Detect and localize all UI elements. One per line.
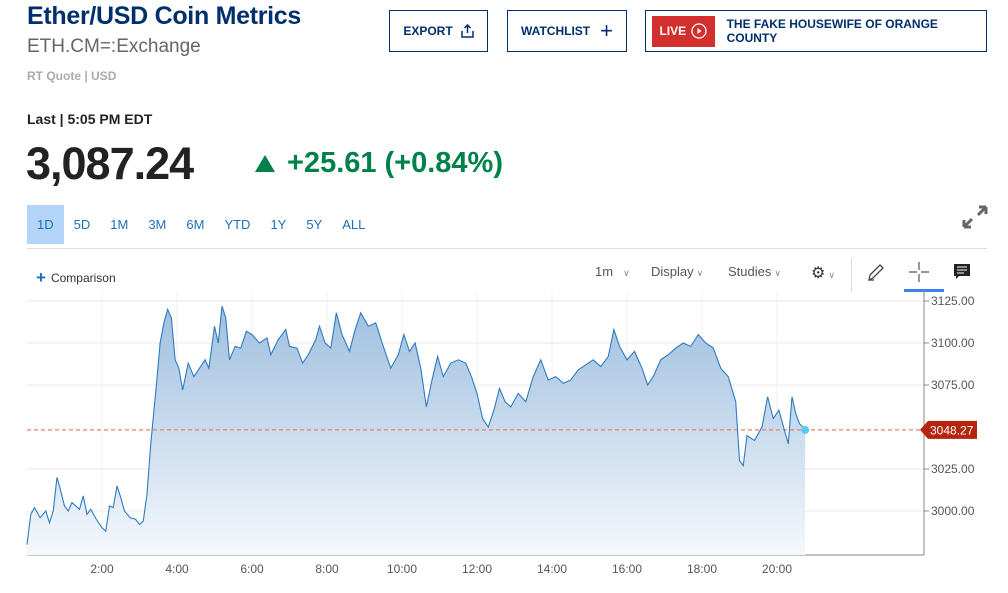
plus-icon: + xyxy=(36,268,46,287)
y-tick-label: 3025.00 xyxy=(931,462,975,476)
gear-icon: ⚙ xyxy=(811,265,826,282)
toolbar-divider xyxy=(851,258,852,292)
range-tab-3m[interactable]: 3M xyxy=(148,217,167,232)
range-tab-1y[interactable]: 1Y xyxy=(270,217,287,232)
page-title: Ether/USD Coin Metrics xyxy=(27,2,302,30)
studies-label: Studies xyxy=(728,264,772,279)
settings-dropdown[interactable]: ⚙ ∨ xyxy=(811,263,835,283)
pencil-icon[interactable] xyxy=(866,262,886,282)
x-tick-label: 12:00 xyxy=(462,562,492,576)
price-change: +25.61 (+0.84%) xyxy=(255,147,503,180)
export-label: EXPORT xyxy=(403,24,453,38)
display-dropdown[interactable]: Display ∨ xyxy=(651,264,703,279)
change-value: +25.61 xyxy=(287,147,377,179)
plus-icon: + xyxy=(600,18,613,43)
play-icon xyxy=(691,23,707,39)
share-icon xyxy=(460,24,474,38)
price-area xyxy=(27,306,806,555)
last-updated: Last | 5:05 PM EDT xyxy=(27,111,153,127)
last-price-label: 3048.27 xyxy=(930,423,974,437)
time-range-tabs: 1D 5D 1M 3M 6M YTD 1Y 5Y ALL xyxy=(27,205,375,244)
last-price-label-bg xyxy=(920,420,977,439)
live-show-title: THE FAKE HOUSEWIFE OF ORANGE COUNTY xyxy=(726,17,938,45)
range-tab-5d[interactable]: 5D xyxy=(73,217,91,232)
x-tick-label: 14:00 xyxy=(537,562,567,576)
live-show-button[interactable]: LIVE THE FAKE HOUSEWIFE OF ORANGE COUNTY xyxy=(645,10,987,52)
range-tab-1m[interactable]: 1M xyxy=(110,217,129,232)
price-chart[interactable]: 2:00 4:00 6:00 8:00 10:00 12:00 14:00 16:00 18:0… xyxy=(0,290,1008,593)
export-button[interactable]: EXPORT xyxy=(389,10,488,52)
y-tick-label: 3125.00 xyxy=(931,294,975,308)
last-price-dot xyxy=(801,425,810,434)
studies-dropdown[interactable]: Studies ∨ xyxy=(728,264,781,279)
expand-icon[interactable] xyxy=(962,205,988,229)
x-tick-label: 10:00 xyxy=(387,562,417,576)
divider xyxy=(27,248,987,249)
x-tick-label: 2:00 xyxy=(90,562,114,576)
x-tick-label: 16:00 xyxy=(612,562,642,576)
x-tick-label: 8:00 xyxy=(315,562,339,576)
range-tab-1d[interactable]: 1D xyxy=(27,205,64,244)
chevron-down-icon: ∨ xyxy=(696,268,704,278)
x-tick-label: 6:00 xyxy=(240,562,264,576)
watchlist-label: WATCHLIST xyxy=(521,24,591,38)
x-tick-label: 4:00 xyxy=(165,562,189,576)
chevron-down-icon: ∨ xyxy=(623,268,630,278)
interval-label: 1m xyxy=(595,264,614,279)
live-badge: LIVE xyxy=(652,15,715,47)
x-tick-label: 20:00 xyxy=(762,562,792,576)
last-price: 3,087.24 xyxy=(26,138,194,189)
range-tab-ytd[interactable]: YTD xyxy=(224,217,251,232)
range-tab-all[interactable]: ALL xyxy=(342,217,366,232)
chevron-down-icon: ∨ xyxy=(828,270,835,280)
price-line xyxy=(26,305,806,545)
live-label: LIVE xyxy=(659,24,687,38)
chevron-down-icon: ∨ xyxy=(774,268,781,278)
comparison-label: Comparison xyxy=(50,271,116,285)
y-tick-label: 3075.00 xyxy=(931,378,975,392)
comparison-button[interactable]: + Comparison xyxy=(36,268,116,288)
x-tick-label: 18:00 xyxy=(687,562,717,576)
quote-type: RT Quote | USD xyxy=(27,69,117,83)
symbol-label: ETH.CM=:Exchange xyxy=(27,36,201,57)
range-tab-5y[interactable]: 5Y xyxy=(306,217,323,232)
crosshair-icon[interactable] xyxy=(908,261,930,283)
up-arrow-icon xyxy=(255,155,275,172)
interval-dropdown[interactable]: 1m ∨ xyxy=(595,264,630,279)
y-tick-label: 3100.00 xyxy=(931,336,975,350)
y-tick-label: 3000.00 xyxy=(931,504,975,518)
change-percent: (+0.84%) xyxy=(384,147,503,179)
comment-icon[interactable] xyxy=(953,263,971,281)
display-label: Display xyxy=(651,264,694,279)
watchlist-button[interactable]: WATCHLIST + xyxy=(507,10,627,52)
range-tab-6m[interactable]: 6M xyxy=(186,217,205,232)
